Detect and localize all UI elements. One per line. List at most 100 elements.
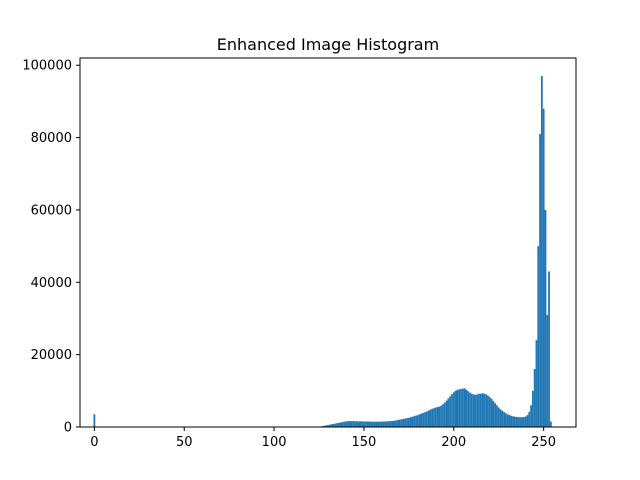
histogram-bar — [501, 410, 504, 427]
histogram-bar — [505, 413, 507, 427]
y-tick-label: 60000 — [31, 203, 72, 218]
histogram-bar — [522, 417, 525, 427]
histogram-bar — [372, 421, 374, 427]
histogram-bar — [357, 421, 360, 427]
y-tick-label: 0 — [64, 421, 72, 436]
histogram-bar — [364, 421, 367, 427]
histogram-bar — [510, 415, 513, 427]
histogram-bar — [449, 396, 452, 427]
histogram-bar — [454, 390, 457, 427]
histogram-bar — [397, 419, 399, 427]
histogram-bar — [461, 388, 464, 427]
histogram-bar — [431, 408, 434, 427]
histogram-bar — [368, 421, 371, 427]
histogram-bar — [548, 271, 550, 427]
histogram-bar — [398, 419, 401, 427]
histogram-bar — [499, 409, 502, 427]
histogram-bar — [93, 414, 96, 427]
histogram-bar — [452, 392, 455, 427]
histogram-bar — [366, 421, 369, 427]
histogram-bar — [348, 421, 351, 427]
histogram-bar — [469, 392, 471, 427]
histogram-bar — [390, 421, 392, 427]
histogram-bar — [395, 420, 398, 427]
histogram-bar — [470, 393, 473, 427]
histogram-bar — [503, 412, 506, 427]
histogram-bar — [542, 108, 545, 428]
histogram-bar — [411, 416, 414, 427]
x-tick-label: 200 — [441, 435, 466, 450]
histogram-bar — [341, 422, 344, 427]
histogram-bar — [530, 405, 532, 427]
histogram-bar — [424, 412, 426, 427]
histogram-bar — [343, 421, 346, 427]
histogram-bar — [544, 209, 547, 427]
histogram-bar — [355, 421, 358, 427]
histogram-bar — [476, 394, 479, 427]
histogram-bar — [418, 414, 421, 427]
x-tick-label: 100 — [262, 435, 287, 450]
histogram-bar — [330, 424, 333, 427]
histogram-bar — [478, 393, 480, 427]
histogram-bar — [427, 410, 430, 427]
histogram-bar — [328, 424, 331, 427]
histogram-bar — [373, 421, 376, 427]
histogram-bar — [429, 409, 432, 427]
histogram-bar — [539, 133, 541, 427]
histogram-bar — [337, 422, 340, 427]
histogram-bar — [540, 76, 543, 427]
histogram-bar — [409, 417, 412, 427]
histogram-bar — [460, 389, 462, 427]
plot-frame — [79, 57, 577, 428]
histogram-bar — [443, 402, 446, 427]
histogram-bar — [442, 404, 444, 427]
histogram-bar — [415, 415, 417, 427]
histogram-bar — [492, 400, 495, 427]
histogram-bar — [445, 400, 448, 427]
histogram-bar — [346, 421, 349, 427]
y-tick-label: 40000 — [31, 276, 72, 291]
histogram-bar — [458, 389, 461, 427]
bars-group — [93, 76, 552, 428]
histogram-bar — [425, 411, 428, 427]
histogram-bar — [456, 389, 459, 427]
histogram-bar — [517, 417, 520, 427]
x-tick-label: 50 — [176, 435, 193, 450]
histogram-bar — [327, 425, 329, 427]
histogram-bar — [440, 405, 443, 427]
histogram-bar — [451, 394, 453, 427]
histogram-bar — [402, 418, 405, 427]
histogram-bar — [350, 421, 353, 427]
histogram-bar — [549, 421, 552, 427]
histogram-bar — [533, 369, 536, 427]
histogram-bar — [537, 246, 540, 427]
histogram-bar — [422, 412, 425, 427]
histogram-bar — [508, 415, 511, 427]
histogram-bar — [479, 393, 482, 427]
histogram-bar — [384, 421, 387, 427]
histogram-bar — [487, 395, 489, 427]
y-tick-label: 20000 — [31, 348, 72, 363]
histogram-bar — [363, 421, 365, 427]
histogram-bar — [490, 398, 493, 427]
x-tick-label: 150 — [352, 435, 377, 450]
histogram-bar — [382, 421, 385, 427]
histogram-bar — [515, 416, 518, 427]
histogram-bar — [526, 415, 529, 427]
histogram-bar — [381, 421, 383, 427]
histogram-bar — [375, 421, 378, 427]
histogram-bar — [496, 405, 498, 427]
histogram-bar — [354, 421, 356, 427]
histogram-bar — [361, 421, 364, 427]
histogram-bar — [546, 314, 549, 427]
histogram-bar — [433, 408, 435, 427]
histogram-bar — [465, 389, 468, 427]
histogram-bar — [472, 394, 475, 427]
x-tick-label: 250 — [531, 435, 556, 450]
histogram-bar — [438, 406, 441, 427]
histogram-bar — [436, 407, 439, 427]
histogram-bar — [528, 411, 531, 427]
histogram-bar — [521, 417, 523, 427]
histogram-bar — [377, 421, 380, 427]
